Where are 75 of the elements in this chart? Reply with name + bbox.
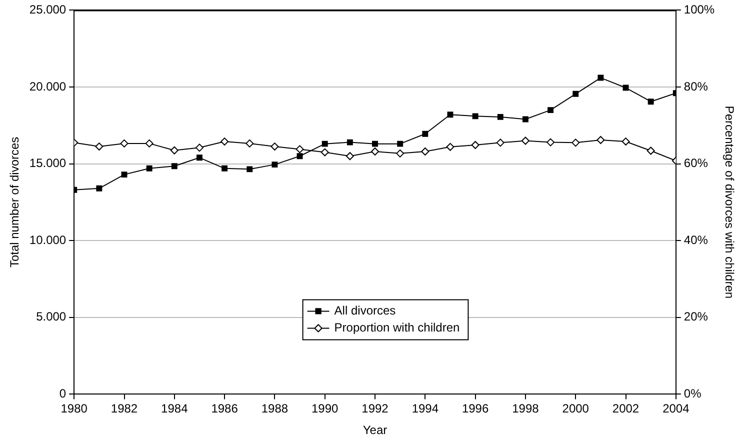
point xyxy=(522,116,528,122)
point xyxy=(648,98,654,105)
point xyxy=(346,152,354,160)
y2-tick-label: 100% xyxy=(684,2,715,17)
x-tick-label: 2002 xyxy=(612,402,640,416)
point xyxy=(472,113,478,120)
x-tick-label: 1992 xyxy=(362,402,389,416)
point xyxy=(220,138,229,146)
legend-label: All divorces xyxy=(334,304,396,318)
x-axis-title: Year xyxy=(362,423,388,438)
point xyxy=(371,148,380,156)
y-tick-label: 15.000 xyxy=(29,156,66,170)
point xyxy=(170,146,178,154)
point xyxy=(96,185,102,192)
y2-tick-label: 40% xyxy=(684,232,708,247)
x-tick-label: 2004 xyxy=(662,402,690,416)
x-tick-label: 1990 xyxy=(312,402,339,416)
point xyxy=(121,172,128,178)
point xyxy=(396,149,404,158)
legend-label: Proportion with children xyxy=(334,320,460,335)
point xyxy=(346,139,353,146)
point xyxy=(146,165,152,172)
point xyxy=(145,139,154,148)
point xyxy=(272,162,278,168)
y2-tick-label: 20% xyxy=(684,310,708,324)
point xyxy=(120,139,128,148)
point xyxy=(572,90,579,97)
point xyxy=(496,138,504,147)
point xyxy=(95,142,104,151)
y2-axis-title: Percentage of divorces with children xyxy=(722,106,736,299)
point xyxy=(422,130,428,137)
point xyxy=(546,138,555,146)
point xyxy=(548,107,554,114)
point xyxy=(646,146,655,155)
point xyxy=(171,163,178,170)
point xyxy=(246,166,253,172)
y2-tick-label: 80% xyxy=(684,79,708,94)
point xyxy=(447,112,454,118)
x-tick-label: 1982 xyxy=(110,402,138,416)
point xyxy=(322,140,328,147)
point xyxy=(397,140,404,147)
point xyxy=(598,74,604,81)
point xyxy=(296,153,303,160)
point xyxy=(572,138,580,147)
point xyxy=(421,148,430,156)
y2-tick-label: 0% xyxy=(684,386,702,401)
x-tick-label: 1986 xyxy=(211,402,238,416)
x-tick-label: 2000 xyxy=(562,402,590,416)
x-tick-label: 1988 xyxy=(261,402,288,416)
point xyxy=(372,140,378,147)
point xyxy=(497,114,504,120)
point xyxy=(270,142,279,151)
point xyxy=(246,139,254,148)
point xyxy=(446,142,454,151)
y-tick-label: 0 xyxy=(59,386,66,401)
point xyxy=(471,140,480,149)
point xyxy=(521,136,530,145)
y-tick-label: 10.000 xyxy=(29,232,66,247)
point xyxy=(296,145,304,154)
point xyxy=(622,138,630,146)
y-tick-label: 5.000 xyxy=(36,310,66,324)
x-tick-label: 1984 xyxy=(161,402,188,416)
point xyxy=(222,165,228,172)
x-tick-label: 1980 xyxy=(60,402,88,416)
y-axis-title: Total number of divorces xyxy=(8,136,22,268)
point xyxy=(195,144,204,152)
y2-tick-label: 60% xyxy=(684,156,708,170)
point xyxy=(196,154,202,161)
point xyxy=(320,148,329,156)
y-tick-label: 20.000 xyxy=(29,79,66,94)
x-tick-label: 1994 xyxy=(412,402,439,416)
x-tick-label: 1996 xyxy=(462,402,489,416)
point xyxy=(596,136,605,144)
x-tick-label: 1998 xyxy=(512,402,540,416)
y-tick-label: 25.000 xyxy=(29,2,66,17)
